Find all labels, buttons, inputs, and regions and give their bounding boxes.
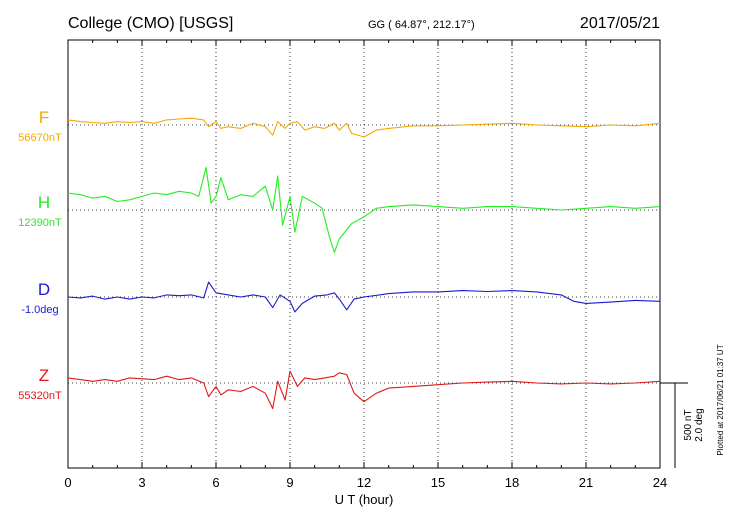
x-tick-label: 24	[653, 475, 667, 490]
series-line-h	[67, 166, 661, 254]
scale-label-nt: 500 nT	[683, 409, 694, 440]
series-baseline-label-h: 12390nT	[18, 217, 62, 229]
series-name-z: Z	[39, 366, 49, 385]
series-baseline-label-f: 56670nT	[18, 132, 62, 144]
series-line-f	[67, 117, 661, 138]
station-title: College (CMO) [USGS]	[68, 15, 233, 32]
x-tick-label: 3	[138, 475, 145, 490]
series-baseline-label-z: 55320nT	[18, 390, 62, 402]
series-name-f: F	[39, 108, 49, 127]
x-tick-label: 12	[357, 475, 371, 490]
plotted-at-note: Plotted at 2017/06/21 01:37 UT	[716, 344, 725, 455]
x-tick-label: 21	[579, 475, 593, 490]
series-lines	[67, 117, 661, 410]
x-tick-label: 18	[505, 475, 519, 490]
chart-date: 2017/05/21	[580, 15, 660, 32]
series-line-d	[67, 281, 661, 313]
x-axis-label: U T (hour)	[335, 492, 394, 507]
grid-lines	[141, 40, 587, 468]
x-tick-label: 0	[64, 475, 71, 490]
scale-label-deg: 2.0 deg	[694, 408, 705, 441]
series-line-z	[67, 370, 661, 410]
series-name-d: D	[38, 280, 50, 299]
scale-bar: 500 nT 2.0 deg	[660, 382, 705, 468]
x-tick-label: 15	[431, 475, 445, 490]
series-name-h: H	[38, 193, 50, 212]
station-coordinates: GG ( 64.87°, 212.17°)	[368, 19, 475, 31]
x-tick-label: 9	[286, 475, 293, 490]
series-labels: F 56670nT H 12390nT D -1.0deg Z 55320nT	[18, 108, 62, 402]
series-baseline-label-d: -1.0deg	[21, 304, 58, 316]
x-axis: 0 3 6 9 12 15 18 21 24	[64, 40, 667, 490]
x-tick-label: 6	[212, 475, 219, 490]
